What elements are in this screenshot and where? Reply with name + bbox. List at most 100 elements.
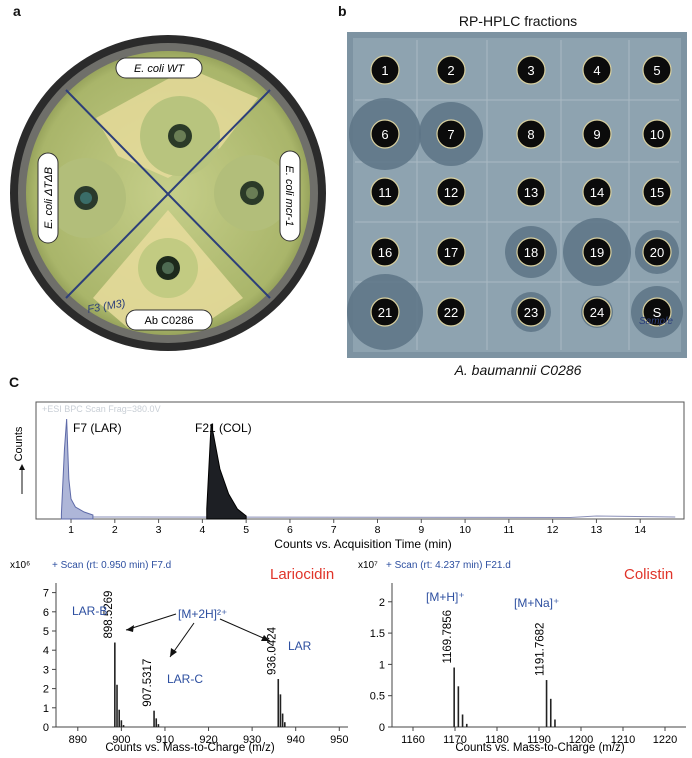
well-24 <box>582 297 612 327</box>
ms-left-xlabel: Counts vs. Mass-to-Charge (m/z) <box>105 742 275 754</box>
ms-left-ion-label: [M+2H]²⁺ <box>178 607 227 621</box>
chrom-peak-2 <box>206 423 247 520</box>
ms-right-exp: x10⁷ <box>358 560 378 571</box>
chrom-peak-1 <box>60 418 94 520</box>
well-label-14: 14 <box>590 185 604 200</box>
well-7 <box>436 119 466 149</box>
chrom-tick-label-3: 3 <box>156 524 162 536</box>
well-label-18: 18 <box>524 245 538 260</box>
well-11 <box>370 177 400 207</box>
chrom-tick-label-8: 8 <box>375 524 381 536</box>
ms-right-xtick-label-1210: 1210 <box>611 734 635 746</box>
ms-right-ytick-label-1.5: 1.5 <box>370 628 385 640</box>
well-label-2: 2 <box>447 63 454 78</box>
petri-dish: E. coli WT E. coli ΔTΔB E. coli mcr-1 Ab… <box>10 35 326 351</box>
well-10 <box>642 119 672 149</box>
lar-label: LAR <box>288 639 312 653</box>
ms-right-xtick-label-1170: 1170 <box>443 734 467 746</box>
well-9 <box>582 119 612 149</box>
well-label-7: 7 <box>447 127 454 142</box>
ms-right-peak-label-0: 1169.7856 <box>442 610 454 664</box>
ms-right-ytick-label-1: 1 <box>379 659 385 671</box>
ms-colistin: x10⁷ + Scan (rt: 4.237 min) F21.d Colist… <box>358 560 686 754</box>
well-3 <box>516 55 546 85</box>
handwritten-sample: Sample <box>639 316 673 327</box>
well-13 <box>516 177 546 207</box>
svg-text:Ab C0286: Ab C0286 <box>145 315 194 327</box>
chrom-tick-label-11: 11 <box>503 524 514 536</box>
ms-right-xtick-label-1180: 1180 <box>485 734 509 746</box>
well-S <box>642 297 672 327</box>
chrom-tick-label-5: 5 <box>243 524 249 536</box>
svg-text:E. coli mcr-1: E. coli mcr-1 <box>283 166 295 227</box>
ms-right-ytick-label-0.5: 0.5 <box>370 691 385 703</box>
well-label-12: 12 <box>444 185 458 200</box>
ms-right-peak-label-1: 1191.7682 <box>535 623 547 677</box>
ms-left-ytick-label-4: 4 <box>43 645 49 657</box>
well-20 <box>642 237 672 267</box>
well-17 <box>436 237 466 267</box>
label-ecoli-dtdb: E. coli ΔTΔB <box>37 152 59 244</box>
well-label-10: 10 <box>650 127 664 142</box>
chromatogram-xlabel: Counts vs. Acquisition Time (min) <box>274 537 451 551</box>
ms-left-peak-label-1: 907.5317 <box>142 659 154 707</box>
marker-line-2 <box>65 89 271 299</box>
peak1-label: F7 (LAR) <box>73 421 122 435</box>
svg-text:E. coli WT: E. coli WT <box>134 63 185 75</box>
ms-left-peak-label-2: 936.0424 <box>266 626 278 675</box>
ms-right-xtick-label-1160: 1160 <box>401 734 425 746</box>
well-label-6: 6 <box>381 127 388 142</box>
panel-b-letter: b <box>338 3 347 19</box>
panel-c-letter: C <box>9 374 20 390</box>
svg-text:E. coli ΔTΔB: E. coli ΔTΔB <box>43 167 55 229</box>
well-5 <box>642 55 672 85</box>
ms-left-ytick-label-0: 0 <box>43 722 49 734</box>
chrom-tick-label-1: 1 <box>68 524 74 536</box>
well-15 <box>642 177 672 207</box>
label-ab: Ab C0286 <box>125 309 213 331</box>
ms-right-ion2: [M+Na]⁺ <box>514 596 559 610</box>
chrom-tick-label-7: 7 <box>331 524 337 536</box>
ms-right-xtick-label-1190: 1190 <box>527 734 551 746</box>
chrom-baseline <box>92 515 676 519</box>
well-label-11: 11 <box>378 185 392 200</box>
label-ecoli-mcr: E. coli mcr-1 <box>279 150 301 242</box>
ms-left-peak-label-0: 898.5269 <box>103 591 115 639</box>
ms-right-ytick-label-0: 0 <box>379 722 385 734</box>
ms-left-header: + Scan (rt: 0.950 min) F7.d <box>52 560 171 571</box>
well-18 <box>516 237 546 267</box>
label-ecoli-wt: E. coli WT <box>115 57 203 79</box>
ms-right-ytick-label-2: 2 <box>379 597 385 609</box>
well-label-3: 3 <box>527 63 534 78</box>
well-23 <box>516 297 546 327</box>
well-label-13: 13 <box>524 185 538 200</box>
ms-right-xtick-label-1200: 1200 <box>569 734 593 746</box>
ms-left-exp: x10⁶ <box>10 560 30 571</box>
ms-left-xtick-label-940: 940 <box>287 734 305 746</box>
well-label-5: 5 <box>653 63 660 78</box>
ms-left-xtick-label-930: 930 <box>243 734 261 746</box>
well-label-8: 8 <box>527 127 534 142</box>
ms-left-ytick-label-3: 3 <box>43 664 49 676</box>
ms-left-xtick-label-950: 950 <box>330 734 348 746</box>
chrom-tick-label-10: 10 <box>459 524 471 536</box>
well-label-20: 20 <box>650 245 664 260</box>
well-label-21: 21 <box>378 305 392 320</box>
well-label-16: 16 <box>378 245 392 260</box>
chromatogram-header: +ESI BPC Scan Frag=380.0V <box>42 404 161 414</box>
well-8 <box>516 119 546 149</box>
ms-left-ytick-label-7: 7 <box>43 588 49 600</box>
chrom-tick-label-14: 14 <box>634 524 646 536</box>
chrom-tick-label-12: 12 <box>547 524 559 536</box>
ms-left-ytick-label-6: 6 <box>43 607 49 619</box>
peak2-label: F21 (COL) <box>195 421 252 435</box>
well-1 <box>370 55 400 85</box>
well-label-9: 9 <box>593 127 600 142</box>
ms-left-xtick-label-890: 890 <box>69 734 87 746</box>
ms-right-ion1: [M+H]⁺ <box>426 590 465 604</box>
well-label-S: S <box>653 305 662 320</box>
ms-right-xlabel: Counts vs. Mass-to-Charge (m/z) <box>455 742 625 754</box>
well-label-24: 24 <box>590 305 604 320</box>
